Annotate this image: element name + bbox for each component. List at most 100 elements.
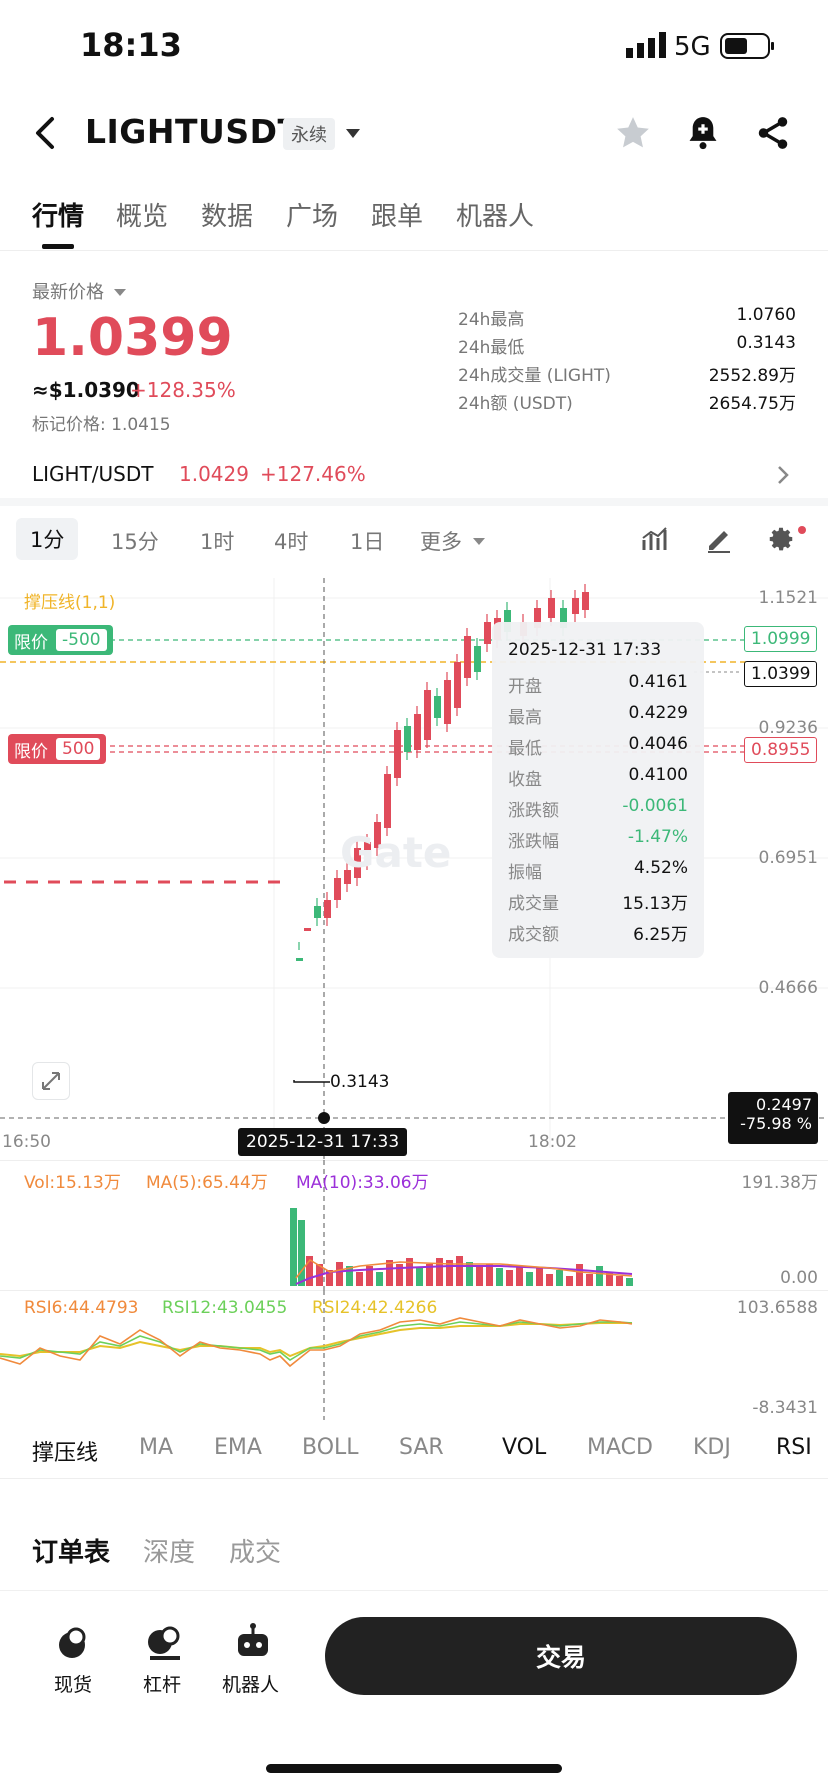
indicator-ma[interactable]: MA bbox=[139, 1435, 174, 1460]
last-price: 1.0399 bbox=[32, 308, 233, 368]
candle bbox=[504, 610, 511, 632]
tab-copy-trade[interactable]: 跟单 bbox=[371, 202, 424, 232]
candle bbox=[464, 636, 471, 678]
tooltip-low: 0.4046 bbox=[628, 734, 688, 754]
candle bbox=[296, 958, 303, 961]
price-alert-icon[interactable] bbox=[684, 114, 722, 152]
tab-order-book[interactable]: 订单表 bbox=[32, 1538, 111, 1568]
tab-overview[interactable]: 概览 bbox=[116, 202, 169, 232]
cursor-price-label: 0.2497 -75.98 % bbox=[728, 1092, 818, 1144]
tooltip-amplitude-label: 振幅 bbox=[508, 863, 542, 883]
pair-title[interactable]: LIGHTUSDT bbox=[85, 112, 301, 151]
candle bbox=[364, 842, 371, 862]
back-icon[interactable] bbox=[30, 116, 60, 150]
ohlc-tooltip: 2025-12-31 17:33 开盘 0.4161 最高 0.4229 最低 0.4… bbox=[492, 622, 704, 958]
chart-settings-icon[interactable] bbox=[766, 524, 796, 554]
bot-nav-label: 机器人 bbox=[222, 1674, 280, 1696]
volume-bar bbox=[596, 1266, 603, 1286]
chart-indicator-icon[interactable] bbox=[640, 524, 670, 554]
stat-value-volume: 2552.89万 bbox=[708, 366, 796, 386]
volume-bar bbox=[476, 1266, 483, 1286]
kline-chart[interactable]: 撑压线(1,1) Gate 1.1521 0.9236 0.6951 0.466… bbox=[0, 578, 828, 1160]
volume-bar bbox=[566, 1276, 573, 1286]
spot-nav-item[interactable] bbox=[50, 1620, 96, 1666]
vol-ma10-label: MA(10):33.06万 bbox=[296, 1173, 429, 1193]
indicator-ema[interactable]: EMA bbox=[214, 1435, 262, 1460]
favorite-star-icon[interactable] bbox=[614, 114, 652, 152]
candle bbox=[424, 690, 431, 740]
stat-label-low: 24h最低 bbox=[458, 338, 525, 358]
volume-bar bbox=[516, 1266, 523, 1286]
interval-15m[interactable]: 15分 bbox=[111, 530, 159, 554]
volume-bar bbox=[426, 1264, 433, 1286]
tab-active-indicator bbox=[42, 244, 74, 249]
indicator-rsi[interactable]: RSI bbox=[776, 1435, 812, 1460]
tooltip-turnover-label: 成交额 bbox=[508, 925, 559, 945]
interval-4h[interactable]: 4时 bbox=[274, 530, 309, 554]
cursor-price: 0.2497 bbox=[756, 1095, 812, 1114]
candle bbox=[572, 598, 579, 614]
margin-nav-item[interactable] bbox=[142, 1620, 188, 1666]
tooltip-close-label: 收盘 bbox=[508, 770, 542, 790]
price-label-dropdown-icon[interactable] bbox=[113, 284, 127, 296]
candle bbox=[582, 592, 589, 610]
indicator-sar[interactable]: SAR bbox=[399, 1435, 444, 1460]
indicator-sr-line[interactable]: 撑压线 bbox=[32, 1441, 99, 1466]
tooltip-change-pct: -1.47% bbox=[627, 827, 688, 847]
indicator-kdj[interactable]: KDJ bbox=[693, 1435, 731, 1460]
buy-order-price: 1.0999 bbox=[744, 626, 818, 652]
buy-order-tag[interactable]: 限价 -500 bbox=[8, 625, 113, 655]
volume-bar bbox=[506, 1270, 513, 1286]
signal-icon bbox=[626, 32, 668, 58]
indicator-vol[interactable]: VOL bbox=[502, 1435, 547, 1460]
spot-price-row[interactable]: LIGHT/USDT 1.0429 +127.46% bbox=[0, 452, 828, 496]
spot-price: 1.0429 bbox=[179, 462, 249, 486]
sr-line-label: 撑压线(1,1) bbox=[24, 593, 116, 613]
tab-depth[interactable]: 深度 bbox=[143, 1538, 196, 1568]
fullscreen-icon[interactable] bbox=[32, 1062, 70, 1100]
tabs-divider bbox=[0, 250, 828, 251]
interval-1m[interactable]: 1分 bbox=[16, 518, 79, 560]
drawing-tool-icon[interactable] bbox=[704, 524, 734, 554]
rsi24-label: RSI24:42.4266 bbox=[312, 1298, 438, 1318]
sell-order-price: 0.8955 bbox=[744, 737, 818, 763]
pair-dropdown-icon[interactable] bbox=[344, 126, 362, 140]
vol-axis-max: 191.38万 bbox=[741, 1173, 818, 1193]
candle bbox=[548, 598, 555, 618]
interval-1d[interactable]: 1日 bbox=[350, 530, 385, 554]
x-axis-tick-2: 18:02 bbox=[528, 1132, 577, 1152]
bottom-nav-divider bbox=[0, 1590, 828, 1591]
tab-trades[interactable]: 成交 bbox=[229, 1538, 282, 1568]
share-icon[interactable] bbox=[754, 114, 792, 152]
volume-bar bbox=[536, 1268, 543, 1286]
trade-button[interactable]: 交易 bbox=[325, 1617, 797, 1695]
tab-market[interactable]: 行情 bbox=[32, 202, 85, 232]
stat-label-turnover: 24h额 (USDT) bbox=[458, 394, 573, 414]
robot-icon bbox=[238, 1623, 268, 1656]
sell-order-type: 限价 bbox=[14, 741, 48, 762]
indicator-macd[interactable]: MACD bbox=[587, 1435, 653, 1460]
low-price-marker: 0.3143 bbox=[330, 1072, 390, 1092]
interval-1h[interactable]: 1时 bbox=[200, 530, 235, 554]
stat-label-volume: 24h成交量 (LIGHT) bbox=[458, 366, 611, 386]
tooltip-change-pct-label: 涨跌幅 bbox=[508, 832, 559, 852]
cursor-time-label: 2025-12-31 17:33 bbox=[238, 1128, 408, 1156]
tab-bot[interactable]: 机器人 bbox=[456, 202, 535, 232]
tooltip-time: 2025-12-31 17:33 bbox=[508, 640, 662, 660]
tooltip-turnover: 6.25万 bbox=[633, 925, 688, 945]
indicator-boll[interactable]: BOLL bbox=[302, 1435, 359, 1460]
bot-nav-item[interactable] bbox=[230, 1620, 276, 1666]
more-dropdown-icon[interactable] bbox=[472, 533, 486, 545]
sell-order-tag[interactable]: 限价 500 bbox=[8, 734, 107, 764]
interval-more[interactable]: 更多 bbox=[420, 530, 462, 554]
last-price-box: 1.0399 bbox=[744, 661, 818, 687]
rsi6-label: RSI6:44.4793 bbox=[24, 1298, 139, 1318]
tab-data[interactable]: 数据 bbox=[201, 202, 254, 232]
vol-axis-min: 0.00 bbox=[780, 1268, 818, 1288]
stat-value-low: 0.3143 bbox=[736, 333, 796, 353]
sell-order-qty: 500 bbox=[56, 738, 101, 760]
tab-square[interactable]: 广场 bbox=[286, 202, 339, 232]
last-price-label[interactable]: 最新价格 bbox=[32, 282, 104, 303]
volume-bar bbox=[486, 1264, 493, 1286]
